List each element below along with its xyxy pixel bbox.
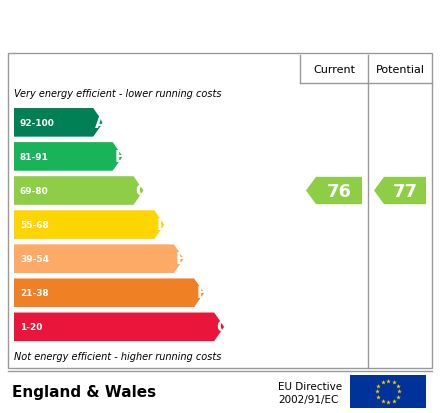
Bar	[350, 375, 426, 408]
Polygon shape	[14, 245, 184, 273]
Text: 81-91: 81-91	[20, 152, 49, 161]
Text: A: A	[95, 116, 107, 131]
Polygon shape	[374, 178, 426, 205]
Polygon shape	[14, 279, 204, 307]
Text: England & Wales: England & Wales	[12, 384, 156, 399]
Polygon shape	[14, 211, 165, 239]
Text: 1-20: 1-20	[20, 323, 42, 332]
Text: C: C	[136, 183, 147, 199]
Text: Energy Efficiency Rating: Energy Efficiency Rating	[13, 16, 301, 36]
Text: 92-100: 92-100	[20, 119, 55, 128]
Text: Not energy efficient - higher running costs: Not energy efficient - higher running co…	[14, 351, 221, 361]
Text: G: G	[216, 320, 229, 335]
Text: 76: 76	[326, 182, 352, 200]
Polygon shape	[14, 109, 103, 137]
Text: Potential: Potential	[375, 65, 425, 75]
Text: E: E	[176, 252, 186, 266]
Text: 2002/91/EC: 2002/91/EC	[278, 394, 338, 404]
Text: 39-54: 39-54	[20, 254, 49, 263]
Text: EU Directive: EU Directive	[278, 381, 342, 391]
Text: 55-68: 55-68	[20, 221, 49, 230]
Polygon shape	[306, 178, 362, 205]
Text: F: F	[196, 285, 206, 301]
Text: 69-80: 69-80	[20, 187, 49, 195]
Text: Current: Current	[313, 65, 355, 75]
Text: B: B	[115, 150, 126, 164]
Polygon shape	[14, 143, 123, 171]
Text: 21-38: 21-38	[20, 289, 49, 297]
Text: 77: 77	[392, 182, 418, 200]
Polygon shape	[14, 313, 224, 341]
Text: D: D	[156, 218, 169, 233]
Text: Very energy efficient - lower running costs: Very energy efficient - lower running co…	[14, 89, 221, 99]
Polygon shape	[14, 177, 143, 205]
